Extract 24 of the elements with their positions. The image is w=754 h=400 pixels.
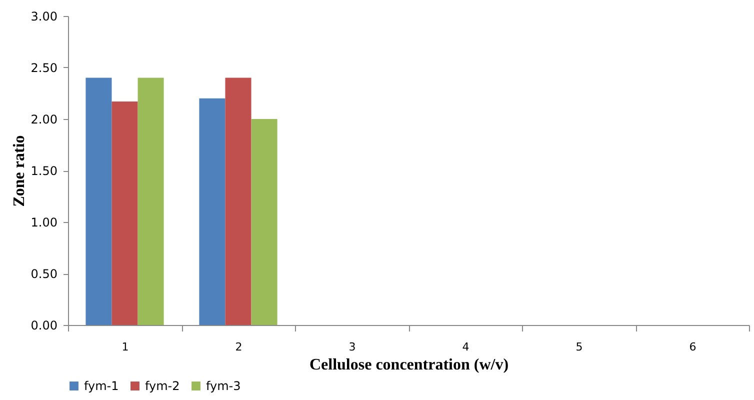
legend-label: fym-1	[84, 379, 119, 393]
x-tick-label: 6	[689, 340, 696, 354]
y-axis-title: Zone ratio	[10, 135, 28, 207]
x-tick-label: 4	[462, 340, 470, 354]
y-tick-label: 3.00	[30, 10, 58, 24]
y-tick-label: 2.50	[30, 61, 58, 75]
y-tick-label: 1.50	[30, 164, 58, 178]
bar	[199, 98, 226, 325]
bar	[225, 78, 252, 325]
x-tick-label: 2	[235, 340, 242, 354]
x-tick-label: 3	[348, 340, 356, 354]
bar	[138, 78, 164, 325]
legend-label: fym-2	[145, 379, 180, 393]
x-axis-title: Cellulose concentration (w/v)	[309, 356, 509, 374]
y-tick-label: 0.50	[30, 267, 58, 281]
bar	[112, 101, 138, 325]
x-tick-label: 1	[122, 340, 129, 354]
y-tick-label: 0.00	[30, 318, 58, 332]
bar	[251, 119, 278, 325]
y-tick-label: 2.00	[30, 112, 58, 126]
x-tick-label: 5	[576, 340, 583, 354]
bar	[86, 78, 112, 325]
y-tick-label: 1.00	[30, 216, 58, 230]
legend-label: fym-3	[206, 379, 241, 393]
